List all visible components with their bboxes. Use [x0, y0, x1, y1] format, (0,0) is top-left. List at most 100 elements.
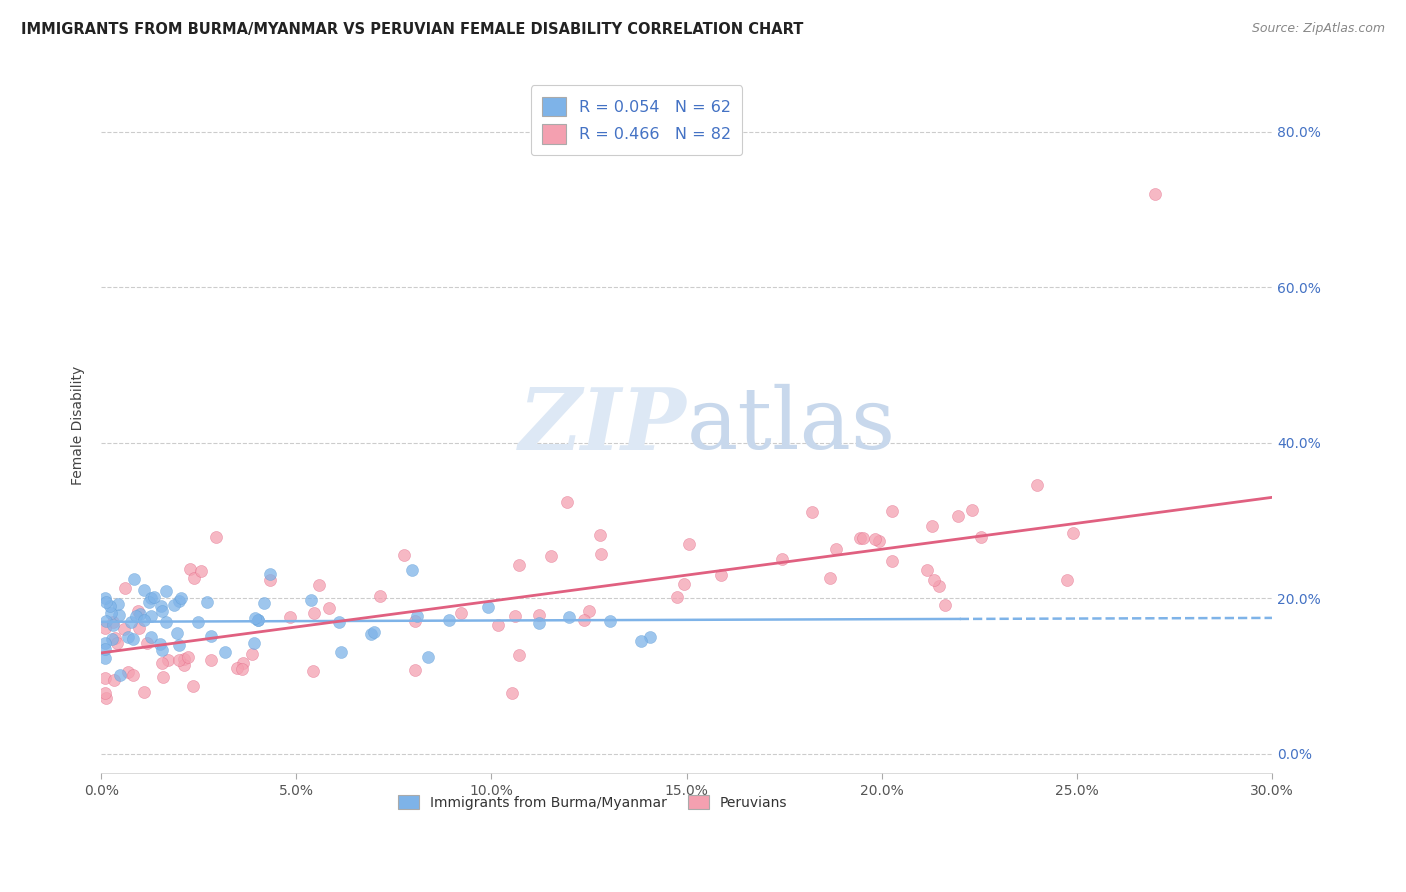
Point — [710, 568, 733, 582]
Point — [150, 604, 173, 618]
Point — [574, 613, 596, 627]
Point — [136, 636, 159, 650]
Point — [527, 608, 550, 623]
Point — [392, 548, 415, 562]
Point — [529, 615, 551, 630]
Point — [638, 630, 661, 644]
Point — [173, 651, 195, 665]
Point — [101, 615, 124, 630]
Point — [179, 562, 201, 576]
Point — [882, 504, 904, 518]
Point — [302, 607, 325, 621]
Point — [589, 547, 612, 561]
Point — [863, 533, 886, 547]
Point — [666, 590, 689, 604]
Point — [1026, 478, 1049, 492]
Point — [107, 597, 129, 611]
Point — [232, 656, 254, 670]
Point — [278, 610, 301, 624]
Point — [540, 549, 562, 563]
Point — [166, 626, 188, 640]
Point — [246, 613, 269, 627]
Point — [129, 607, 152, 621]
Point — [152, 669, 174, 683]
Point — [242, 635, 264, 649]
Point — [108, 608, 131, 623]
Point — [152, 643, 174, 657]
Point — [101, 632, 124, 647]
Point — [302, 664, 325, 678]
Point — [94, 690, 117, 705]
Point — [214, 645, 236, 659]
Point — [122, 632, 145, 646]
Point — [94, 591, 117, 606]
Point — [921, 519, 943, 533]
Point — [852, 531, 875, 545]
Point — [868, 534, 890, 549]
Point — [204, 530, 226, 544]
Point — [94, 621, 117, 635]
Point — [132, 583, 155, 598]
Point — [363, 624, 385, 639]
Point — [259, 573, 281, 587]
Point — [245, 610, 267, 624]
Point — [450, 606, 472, 620]
Point — [150, 599, 173, 613]
Point — [922, 573, 945, 587]
Point — [678, 537, 700, 551]
Point — [155, 615, 177, 629]
Point — [849, 531, 872, 545]
Point — [557, 494, 579, 508]
Point — [150, 656, 173, 670]
Point — [169, 653, 191, 667]
Point — [94, 651, 117, 665]
Point — [103, 673, 125, 688]
Point — [94, 671, 117, 685]
Point — [127, 604, 149, 618]
Point — [948, 509, 970, 524]
Point — [104, 632, 127, 646]
Point — [404, 663, 426, 677]
Point — [508, 558, 530, 572]
Point — [170, 591, 193, 605]
Point — [882, 554, 904, 568]
Point — [960, 503, 983, 517]
Point — [128, 621, 150, 635]
Point — [139, 591, 162, 606]
Point — [801, 505, 824, 519]
Point — [143, 590, 166, 604]
Point — [1062, 526, 1084, 541]
Legend: Immigrants from Burma/Myanmar, Peruvians: Immigrants from Burma/Myanmar, Peruvians — [392, 789, 793, 815]
Point — [328, 615, 350, 629]
Point — [501, 686, 523, 700]
Point — [486, 617, 509, 632]
Point — [246, 613, 269, 627]
Point — [190, 564, 212, 578]
Point — [94, 641, 117, 656]
Point — [173, 657, 195, 672]
Point — [138, 595, 160, 609]
Point — [416, 650, 439, 665]
Point — [122, 572, 145, 586]
Point — [139, 608, 162, 623]
Point — [181, 679, 204, 693]
Point — [96, 614, 118, 628]
Point — [132, 685, 155, 699]
Point — [195, 595, 218, 609]
Point — [117, 665, 139, 679]
Point — [1056, 574, 1078, 588]
Point — [187, 615, 209, 629]
Point — [360, 627, 382, 641]
Point — [308, 578, 330, 592]
Point — [599, 614, 621, 628]
Point — [155, 583, 177, 598]
Point — [558, 610, 581, 624]
Point — [231, 662, 253, 676]
Point — [163, 598, 186, 612]
Point — [299, 592, 322, 607]
Point — [108, 668, 131, 682]
Point — [94, 636, 117, 650]
Text: ZIP: ZIP — [519, 384, 686, 467]
Point — [928, 579, 950, 593]
Text: atlas: atlas — [686, 384, 896, 467]
